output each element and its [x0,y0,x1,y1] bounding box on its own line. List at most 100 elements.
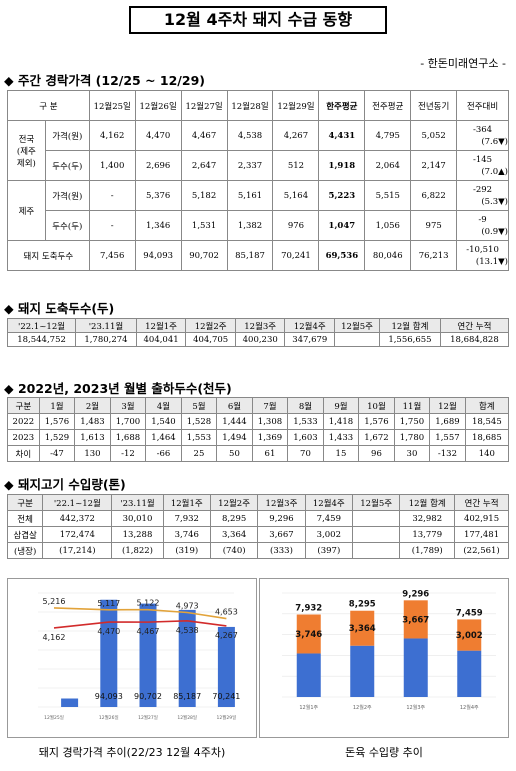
table-header: 4월 [145,397,182,414]
table-cell: 25 [180,445,218,462]
group-label: 제주 [7,180,46,241]
series-line [53,619,227,629]
table-header: 1월 [38,397,76,414]
diff-cell: -9 (0.9▼) [456,210,509,241]
table-cell: 976 [272,210,320,241]
table-cell: 2,147 [410,150,458,181]
table-cell: - [88,210,136,241]
data-label: 90,702 [134,692,162,701]
table-header: 12월1주 [162,494,211,511]
table-row: 18,544,752 1,780,274 404,041 404,705 400,230… [6,332,510,347]
bar [217,626,235,707]
table-header: 합계 [464,397,510,414]
table-cell: 5,223 [318,180,366,211]
table-header: '22.1~12월 [6,318,77,333]
table-cell: 1,700 [109,413,147,430]
slaughter-table: '22.1~12월 '23.11월 12월1주 12월2주 12월3주 12월4주 12월5… [6,318,510,347]
import-chart-caption: 돈육 수입량 추이 [345,746,423,759]
table-header: 12월26일 [134,90,182,121]
tick-label: 12월28일 [177,714,197,721]
table-header: 11월 [393,397,431,414]
diff-cell: -145 (7.0▲) [456,150,509,181]
data-label: 8,295 [349,600,376,610]
table-header: 전주평균 [364,90,412,121]
import-table: 구분 '22.1~12월 '23.11월 12월1주 12월2주 12월3주 12월4주 12… [6,494,509,559]
table-cell: 1,533 [287,413,324,430]
table-cell: (740) [209,542,259,559]
tick-label: 12월27일 [138,714,158,721]
table-cell: 50 [216,445,253,462]
table-cell: -47 [38,445,76,462]
table-header: 12월29일 [272,90,320,121]
table-cell: 80,046 [364,240,412,271]
table-cell: 4,467 [180,120,228,151]
table-header: 12월 합계 [399,494,456,511]
data-label: 5,117 [97,599,120,608]
table-header-row: 구분 1월 2월 3월 4월 5월 6월 7월 8월 9월 10월 11월 12월 합계 [7,397,510,414]
data-label: 3,746 [295,630,322,640]
tick-label: 12월4주 [460,704,479,711]
table-cell: 1,780 [393,429,431,446]
bar [139,603,157,707]
price-trend-chart: 4,162 4,470 4,467 4,538 4,267 5,216 5,117 5,122… [38,592,240,721]
table-header: 12월 합계 [379,318,441,333]
table-cell: 2,696 [134,150,182,181]
table-cell: 70,241 [272,240,320,271]
table-cell: 404,041 [135,332,187,347]
table-header: 10월 [358,397,395,414]
diff-percent: (13.1▼) [475,256,508,267]
table-row: 전체 442,372 30,010 7,932 8,295 9,296 7,459 32,98… [6,510,509,527]
table-row: 2022 1,576 1,483 1,700 1,540 1,528 1,444 1,308 1… [7,413,510,430]
table-cell: 1,688 [109,429,147,446]
table-header: '22.1~12월 [42,494,113,511]
data-label: 9,296 [402,589,429,599]
table-cell: 85,187 [226,240,274,271]
diff-percent: (5.3▼) [481,196,508,207]
table-cell: 1,047 [318,210,366,241]
table-cell: 1,308 [251,413,289,430]
table-cell: (1,789) [399,542,456,559]
table-cell: 1,576 [358,413,395,430]
table-header: 12월2주 [185,318,236,333]
monthly-shipment-table: 구분 1월 2월 3월 4월 5월 6월 7월 8월 9월 10월 11월 12월 합계 2022 1,57… [7,397,510,462]
table-cell: 1,494 [216,429,253,446]
data-label: 3,364 [349,624,376,634]
table-cell: 1,613 [74,429,111,446]
table-cell: 4,267 [272,120,320,151]
table-cell: 1,576 [38,413,76,430]
bar [403,600,428,639]
table-cell: 1,540 [145,413,182,430]
section-import: ◆ 돼지고기 수입량(톤) [4,477,126,492]
table-header: 12월27일 [180,90,228,121]
table-header: 12월2주 [209,494,259,511]
table-cell: (냉장) [6,542,44,559]
table-header: 12월25일 [88,90,136,121]
table-header-row: 구 분 12월25일 12월26일 12월27일 12월28일 12월29일 한… [7,90,509,121]
diff-cell: -364 (7.6▼) [456,120,509,151]
table-header: 전년동기 [410,90,458,121]
table-header: 3월 [109,397,147,414]
table-cell: 13,779 [399,526,456,543]
table-cell [352,510,401,527]
table-cell: 6,822 [410,180,458,211]
data-label: 3,002 [456,631,483,641]
table-cell [334,332,381,347]
table-cell: 94,093 [134,240,182,271]
row-label: 두수(두) [44,150,90,181]
group-label: 전국 (제주 제외) [7,120,46,181]
bar [296,653,321,697]
table-cell: 2,647 [180,150,228,181]
table-cell: -132 [429,445,466,462]
table-cell: 15 [322,445,360,462]
diff-value: -9 [478,214,487,225]
table-cell: 512 [272,150,320,181]
table-header: 구분 [7,397,40,414]
table-header: 12월1주 [135,318,187,333]
table-header: 전주대비 [456,90,509,121]
table-cell: 90,702 [180,240,228,271]
table-cell: 4,470 [134,120,182,151]
table-cell: 1,056 [364,210,412,241]
section-weekly-price: ◆ 주간 경락가격 (12/25 ~ 12/29) [4,73,205,88]
table-header: 2월 [74,397,111,414]
price-trend-chart-box: 4,162 4,470 4,467 4,538 4,267 5,216 5,117 5,122… [7,578,257,738]
